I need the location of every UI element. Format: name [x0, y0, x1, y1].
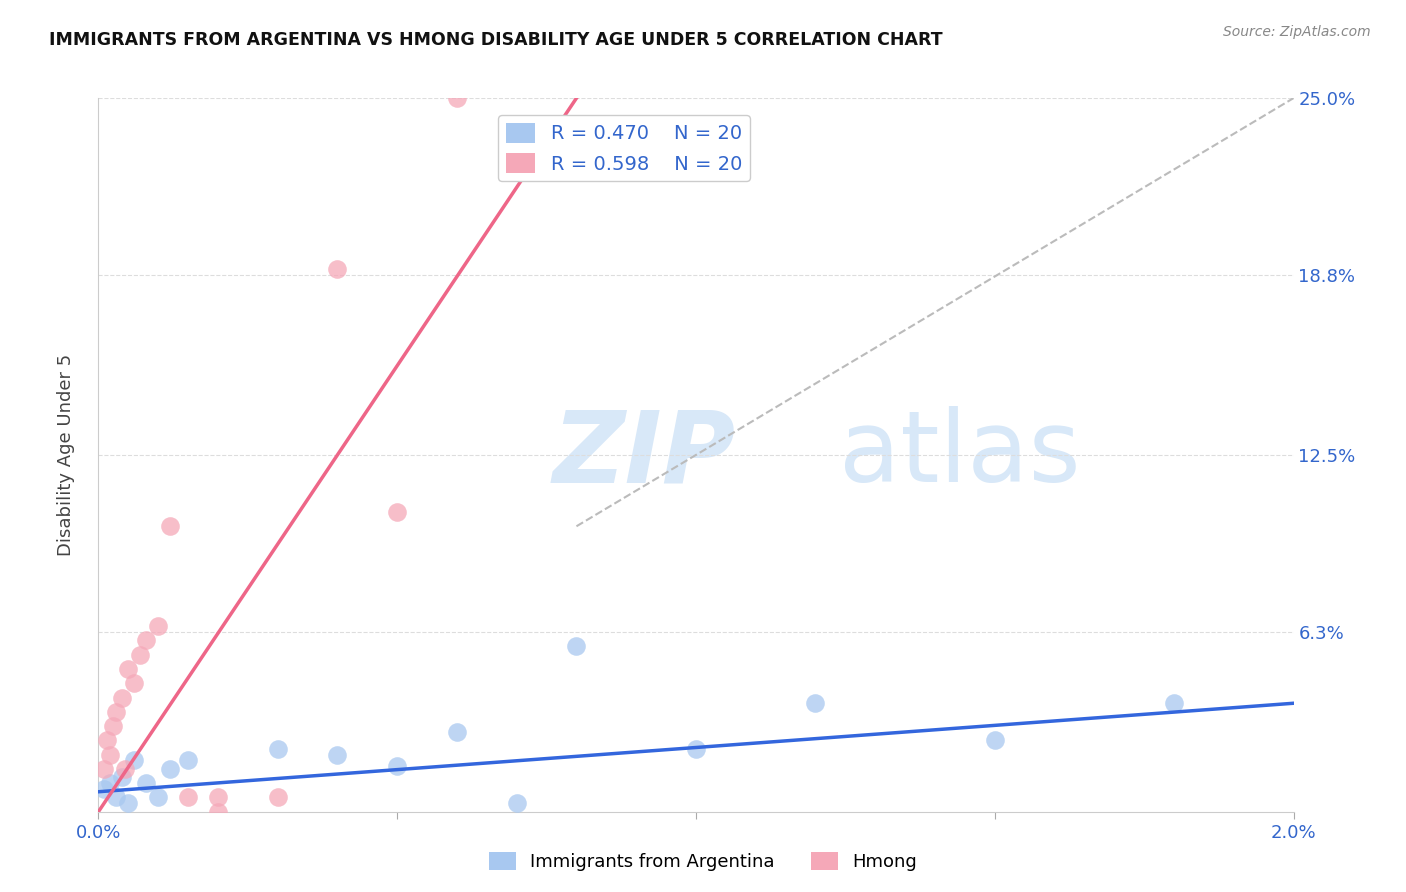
Point	[93, 762, 115, 776]
Point	[98, 747, 122, 762]
Point	[98, 776, 122, 790]
Point	[804, 696, 827, 710]
Point	[565, 639, 588, 653]
Point	[385, 505, 409, 519]
Text: Source: ZipAtlas.com: Source: ZipAtlas.com	[1223, 25, 1371, 39]
Point	[267, 742, 290, 756]
Point	[117, 796, 139, 810]
Point	[326, 747, 349, 762]
Point	[148, 790, 170, 805]
Point	[135, 633, 157, 648]
Point	[148, 619, 170, 633]
Point	[103, 719, 125, 733]
Point	[117, 662, 139, 676]
Point	[159, 762, 181, 776]
Point	[111, 771, 134, 785]
Point	[96, 733, 118, 747]
Point	[267, 790, 290, 805]
Point	[1163, 696, 1185, 710]
Point	[446, 724, 468, 739]
Point	[105, 705, 128, 719]
Text: ZIP: ZIP	[553, 407, 735, 503]
Point	[177, 753, 200, 767]
Text: IMMIGRANTS FROM ARGENTINA VS HMONG DISABILITY AGE UNDER 5 CORRELATION CHART: IMMIGRANTS FROM ARGENTINA VS HMONG DISAB…	[49, 31, 943, 49]
Point	[124, 753, 146, 767]
Point	[114, 762, 136, 776]
Y-axis label: Disability Age Under 5: Disability Age Under 5	[56, 354, 75, 556]
Point	[177, 790, 200, 805]
Point	[135, 776, 157, 790]
Point	[326, 262, 349, 277]
Legend: R = 0.470    N = 20, R = 0.598    N = 20: R = 0.470 N = 20, R = 0.598 N = 20	[499, 115, 749, 181]
Point	[159, 519, 181, 533]
Point	[385, 759, 409, 773]
Point	[207, 790, 229, 805]
Point	[105, 790, 128, 805]
Point	[446, 91, 468, 105]
Point	[506, 796, 529, 810]
Point	[93, 781, 115, 796]
Point	[111, 690, 134, 705]
Legend: Immigrants from Argentina, Hmong: Immigrants from Argentina, Hmong	[482, 845, 924, 879]
Point	[685, 742, 707, 756]
Point	[207, 805, 229, 819]
Text: atlas: atlas	[839, 407, 1081, 503]
Point	[124, 676, 146, 690]
Point	[129, 648, 152, 662]
Point	[984, 733, 1007, 747]
